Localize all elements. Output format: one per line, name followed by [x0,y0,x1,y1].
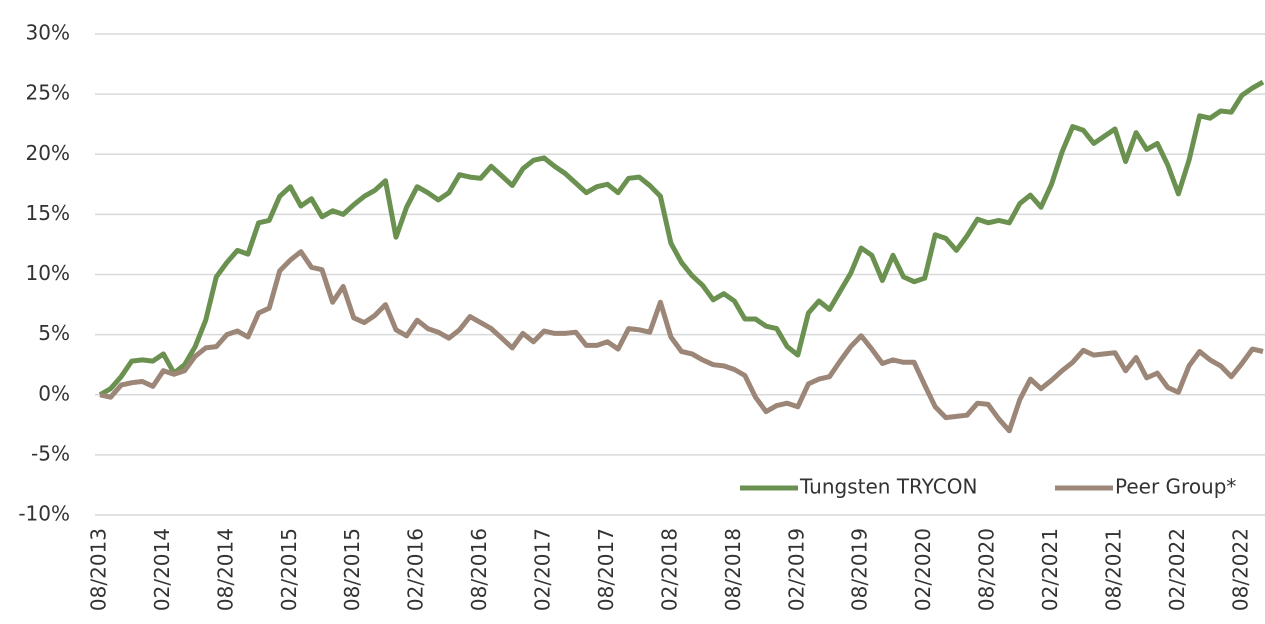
x-tick-label: 02/2019 [784,528,808,611]
legend-label: Peer Group* [1115,475,1236,499]
x-tick-label: 08/2015 [340,528,364,611]
x-tick-label: 02/2015 [277,528,301,611]
y-tick-label: -5% [31,441,70,465]
y-tick-label: 20% [26,141,70,165]
x-tick-label: 08/2016 [467,528,491,611]
x-tick-label: 08/2017 [594,528,618,611]
x-tick-label: 02/2018 [657,528,681,611]
series-line [99,249,1264,434]
y-tick-label: 10% [26,261,70,285]
y-tick-label: -10% [18,502,70,526]
x-tick-label: 02/2016 [404,528,428,611]
x-tick-label: 08/2014 [213,528,237,611]
series-line [98,79,1265,397]
y-tick-label: 0% [38,381,70,405]
x-tick-label: 08/2013 [87,528,111,611]
legend-label: Tungsten TRYCON [799,475,977,499]
x-tick-label: 08/2018 [721,528,745,611]
x-tick-label: 02/2014 [150,528,174,611]
y-tick-label: 25% [26,81,70,105]
x-tick-label: 08/2021 [1101,528,1125,611]
x-tick-label: 08/2019 [848,528,872,611]
y-tick-label: 5% [38,321,70,345]
x-tick-label: 08/2020 [975,528,999,611]
x-tick-label: 08/2022 [1228,528,1252,611]
x-tick-label: 02/2022 [1165,528,1189,611]
x-tick-label: 02/2021 [1038,528,1062,611]
y-tick-label: 30% [26,21,70,45]
x-tick-label: 02/2017 [531,528,555,611]
y-tick-label: 15% [26,201,70,225]
x-tick-label: 02/2020 [911,528,935,611]
